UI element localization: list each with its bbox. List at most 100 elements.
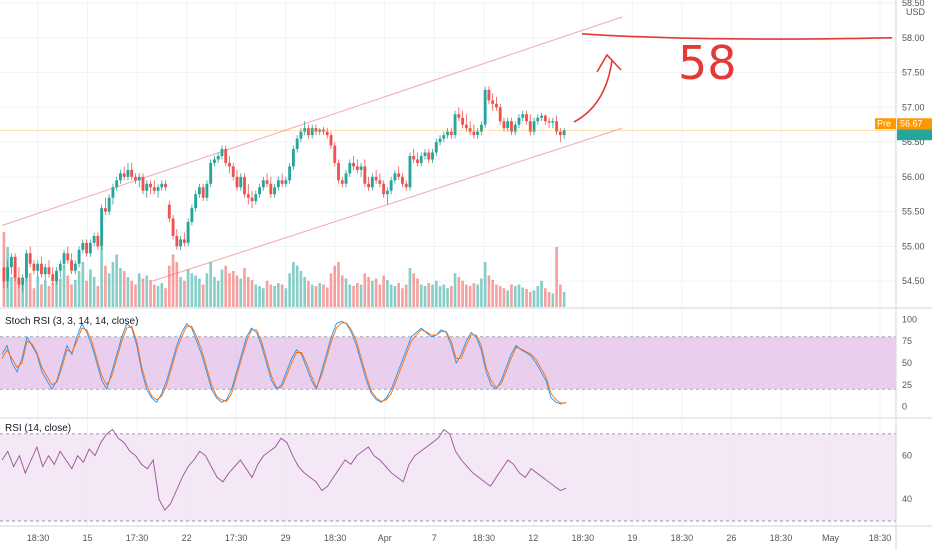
candle [175,228,179,250]
stoch-d-line [1,322,566,404]
volume-bar [13,262,17,307]
rsi-tick-label: 60 [902,451,912,461]
volume-bar [89,269,92,307]
volume-bar [502,288,506,307]
candle [265,173,269,188]
time-axis[interactable]: 18:30 15 17:30 22 17:30 29 18:30 Apr 7 18:30 12 18:… [27,533,892,543]
candle [434,138,438,156]
candle [145,180,149,198]
candle [216,152,220,163]
volume-bar [465,284,468,307]
volume-bar [77,271,81,307]
candle [107,194,111,216]
volume-bar [472,283,476,307]
candle [517,114,521,129]
time-tick-label: 18:30 [472,533,495,543]
volume-bar [168,265,171,307]
volume-bar [495,284,498,307]
candle [442,131,446,143]
candle [13,253,17,282]
price-tick-label: 54.50 [902,276,925,286]
candle [393,169,397,184]
volume-bar [198,278,201,307]
volume-bar [340,275,344,307]
candle [190,204,194,226]
rsi-tick-label: 40 [902,494,912,504]
time-tick-label: 7 [432,533,437,543]
candle [149,180,152,195]
candle [412,149,416,163]
channel-line[interactable] [1,16,623,226]
volume-bar [62,265,66,307]
volume-bar [450,286,453,307]
volume-bar [145,275,149,307]
candle [96,232,100,250]
volume-bar [134,284,137,307]
candle [416,152,419,167]
volume-bar [164,288,167,307]
volume-bar [525,289,528,307]
volume-bar [337,262,340,307]
volume-bar [43,280,47,307]
candle [224,145,228,167]
stoch-rsi-pane[interactable]: Stoch RSI (3, 3, 14, 14, close) [0,316,896,405]
hand-drawn-annotation[interactable]: 58 [573,32,893,123]
candle [318,128,322,136]
candle [374,169,378,184]
volume-bar [491,280,494,307]
volume-bar [190,273,194,307]
candle [40,256,43,278]
volume-bar [235,275,239,307]
volume-bar [104,265,107,307]
candle [506,117,510,132]
volume-bar [137,273,141,307]
candle [2,267,6,289]
volume-bar [265,280,269,307]
candle [348,159,352,177]
time-tick-label: 19 [627,533,637,543]
rsi-line [0,428,896,522]
candle [513,121,517,136]
time-tick-label: 18:30 [869,533,892,543]
price-tick-label: 57.00 [902,102,925,112]
candle [495,96,498,111]
candle [9,253,13,275]
rsi-axis[interactable]: 60 40 [902,451,912,505]
volume-bar [352,286,355,307]
candle [58,260,62,278]
stoch-rsi-axis[interactable]: 100 75 50 25 0 [902,314,917,411]
volume-bar [513,286,517,307]
candle [562,128,566,139]
arrow-shaft [573,59,613,123]
target-line[interactable] [581,32,893,40]
volume-bar [427,283,431,307]
candle [483,86,487,129]
volume-bar [348,284,352,307]
candle [427,149,431,163]
price-tick-label: 56.00 [902,172,925,182]
volume-bar [480,278,483,307]
volume-bar [528,292,532,307]
volume-bar [359,284,363,307]
candle [17,267,21,289]
candle [66,246,70,264]
volume-bar [262,288,265,307]
volume-bar [510,284,513,307]
stoch-rsi-band [0,336,896,390]
time-tick-label: 17:30 [126,533,149,543]
rsi-pane[interactable]: RSI (14, close) [0,423,896,522]
volume-bar [559,284,562,307]
price-axis[interactable]: 58.50 58.00 57.50 57.00 56.50 56.00 55.50 55.00… [902,0,925,286]
candle [254,190,258,205]
volume-bar [416,278,419,307]
volume-bar [314,286,318,307]
currency-label: USD [906,7,926,17]
volume-bar [228,273,231,307]
candle [6,260,10,289]
volume-bar [66,275,70,307]
volume-bar [371,280,374,307]
price-tick-label: 55.50 [902,207,925,217]
candle [521,110,525,122]
candle [36,260,40,278]
candle [352,155,355,170]
